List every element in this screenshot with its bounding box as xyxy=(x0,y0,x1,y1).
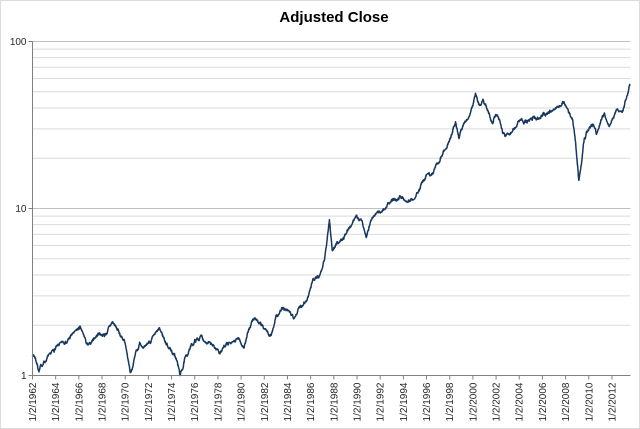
svg-text:1/2/2006: 1/2/2006 xyxy=(538,382,549,421)
svg-text:1/2/1988: 1/2/1988 xyxy=(329,382,340,421)
svg-text:1/2/1976: 1/2/1976 xyxy=(190,382,201,421)
svg-text:1/2/2002: 1/2/2002 xyxy=(492,382,503,421)
svg-text:1/2/1984: 1/2/1984 xyxy=(283,382,294,421)
svg-text:1/2/1982: 1/2/1982 xyxy=(260,382,271,421)
svg-text:1/2/2008: 1/2/2008 xyxy=(561,382,572,421)
major-gridlines xyxy=(32,41,631,209)
svg-text:1/2/1974: 1/2/1974 xyxy=(167,382,178,421)
svg-text:1/2/1962: 1/2/1962 xyxy=(28,382,39,421)
svg-text:1/2/1980: 1/2/1980 xyxy=(237,382,248,421)
svg-text:1/2/1992: 1/2/1992 xyxy=(376,382,387,421)
svg-text:1/2/1990: 1/2/1990 xyxy=(352,382,363,421)
svg-text:100: 100 xyxy=(10,37,27,48)
svg-text:1: 1 xyxy=(21,371,27,382)
svg-text:1/2/1972: 1/2/1972 xyxy=(144,382,155,421)
svg-text:1/2/1998: 1/2/1998 xyxy=(445,382,456,421)
svg-text:1/2/1978: 1/2/1978 xyxy=(213,382,224,421)
svg-text:1/2/2010: 1/2/2010 xyxy=(584,382,595,421)
svg-text:1/2/1964: 1/2/1964 xyxy=(51,382,62,421)
svg-text:1/2/2000: 1/2/2000 xyxy=(468,382,479,421)
y-axis-labels: 1 10 100 xyxy=(10,37,33,382)
svg-text:1/2/1986: 1/2/1986 xyxy=(306,382,317,421)
svg-text:10: 10 xyxy=(15,204,27,215)
svg-text:1/2/1970: 1/2/1970 xyxy=(121,382,132,421)
svg-text:1/2/1966: 1/2/1966 xyxy=(74,382,85,421)
svg-text:1/2/1996: 1/2/1996 xyxy=(422,382,433,421)
chart-title: Adjusted Close xyxy=(279,9,389,26)
series-adjusted-close xyxy=(31,83,631,377)
x-axis-labels: 1/2/1962 1/2/1964 1/2/1966 1/2/1968 1/2/1970… xyxy=(28,375,618,421)
svg-text:1/2/2004: 1/2/2004 xyxy=(515,382,526,421)
svg-text:1/2/1968: 1/2/1968 xyxy=(98,382,109,421)
svg-text:1/2/2012: 1/2/2012 xyxy=(607,382,618,421)
svg-text:1/2/1994: 1/2/1994 xyxy=(399,382,410,421)
minor-gridlines xyxy=(32,48,631,326)
